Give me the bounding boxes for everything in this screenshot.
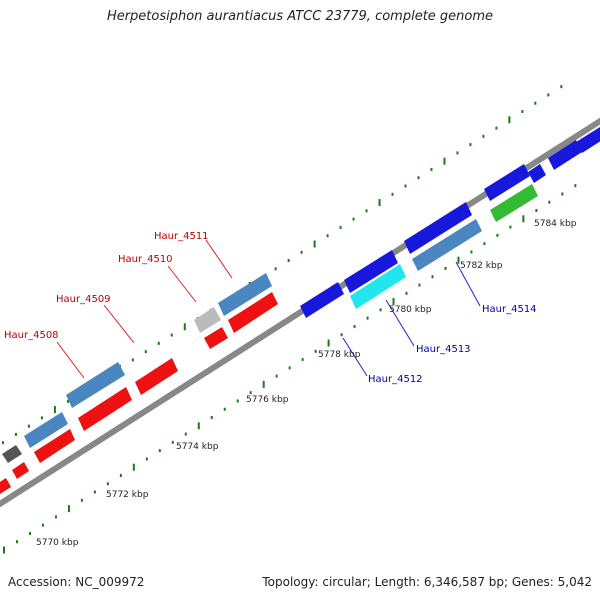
genome-title: Herpetosiphon aurantiacus ATCC 23779, co…: [106, 9, 494, 24]
gene-arrow[interactable]: [2, 445, 22, 463]
gene-arrow[interactable]: [0, 478, 11, 494]
gene-labels: Haur_4508 Haur_4509 Haur_4510 Haur_4511 …: [4, 231, 537, 385]
gene-label-haur-4510[interactable]: Haur_4510: [118, 254, 173, 265]
kbp-label: 5784 kbp: [534, 219, 577, 229]
gene-arrow[interactable]: [12, 462, 29, 479]
gene-arrow[interactable]: [24, 412, 68, 448]
gene-label-haur-4513[interactable]: Haur_4513: [416, 344, 471, 355]
gene-arrow[interactable]: [135, 358, 178, 395]
gene-label-haur-4512[interactable]: Haur_4512: [368, 374, 423, 385]
gene-arrow[interactable]: [404, 202, 472, 254]
gene-arrow[interactable]: [194, 307, 221, 333]
gene-features: [0, 127, 600, 494]
gene-label-haur-4514[interactable]: Haur_4514: [482, 304, 537, 315]
kbp-label: 5782 kbp: [460, 261, 503, 271]
kbp-label: 5770 kbp: [36, 538, 79, 548]
gene-arrow[interactable]: [228, 292, 278, 333]
gene-arrow[interactable]: [204, 327, 228, 349]
kbp-label: 5772 kbp: [106, 490, 149, 500]
kbp-label: 5780 kbp: [389, 305, 432, 315]
gene-arrow[interactable]: [78, 387, 132, 431]
gene-arrow[interactable]: [548, 140, 582, 170]
gene-arrow[interactable]: [490, 184, 538, 222]
gene-arrow[interactable]: [350, 264, 406, 309]
gene-label-haur-4511[interactable]: Haur_4511: [154, 231, 209, 242]
gene-arrow[interactable]: [412, 219, 482, 271]
label-leaders: [56, 239, 481, 379]
genome-summary-text: Topology: circular; Length: 6,346,587 bp…: [262, 575, 592, 589]
accession-text: Accession: NC_009972: [8, 575, 145, 589]
gene-arrow[interactable]: [576, 127, 600, 153]
kbp-label: 5778 kbp: [318, 350, 361, 360]
gene-arrow[interactable]: [34, 429, 75, 463]
gene-arrow[interactable]: [484, 164, 530, 201]
kbp-label: 5776 kbp: [246, 395, 289, 405]
kbp-labels: 5770 kbp 5772 kbp 5774 kbp 5776 kbp 5778…: [36, 219, 577, 548]
gene-arrow[interactable]: [300, 282, 344, 318]
gene-label-haur-4509[interactable]: Haur_4509: [56, 294, 111, 305]
gene-label-haur-4508[interactable]: Haur_4508: [4, 330, 59, 341]
gene-arrow[interactable]: [218, 273, 272, 316]
gene-arrow[interactable]: [528, 164, 546, 183]
gene-arrow[interactable]: [344, 250, 398, 293]
gene-arrow[interactable]: [66, 362, 125, 408]
kbp-label: 5774 kbp: [176, 442, 219, 452]
